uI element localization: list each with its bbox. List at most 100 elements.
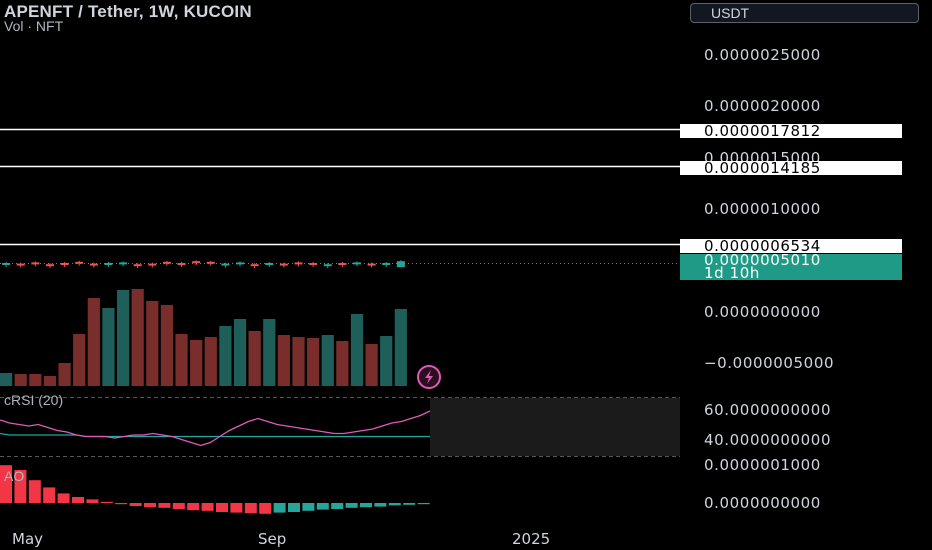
ao-bar: [244, 503, 257, 514]
volume-bar: [131, 289, 144, 386]
volume-bar: [233, 319, 247, 386]
candle-body: [250, 264, 259, 267]
candle-body: [2, 263, 11, 265]
candle-body: [192, 261, 201, 264]
crsi-band-line: [0, 432, 430, 438]
candle-body: [352, 262, 361, 265]
ao-bar: [57, 493, 70, 503]
time-tick-label: 2025: [512, 530, 551, 548]
level-price-tag[interactable]: 0.0000017812: [680, 124, 902, 139]
ao-bar: [360, 503, 372, 508]
ao-tick-label: 0.0000001000: [704, 456, 821, 474]
volume-bar: [87, 298, 100, 386]
volume-bar: [380, 336, 393, 386]
volume-bar: [116, 290, 130, 386]
ao-bar: [14, 470, 27, 503]
candle-body: [133, 264, 142, 267]
price-tick-label: 0.0000020000: [704, 97, 821, 115]
time-tick-label: Sep: [258, 530, 287, 548]
volume-bar: [29, 374, 42, 386]
volume-bar: [394, 309, 407, 386]
currency-selector[interactable]: USDT: [690, 3, 919, 23]
ao-bar: [115, 503, 128, 505]
volume-bar: [14, 374, 27, 386]
crsi-line: [0, 410, 431, 447]
volume-bar: [321, 335, 334, 386]
candle-body: [382, 263, 391, 265]
time-tick-label: May: [12, 530, 44, 548]
volume-bar: [263, 319, 276, 386]
ao-bar: [172, 503, 185, 509]
candle-body: [60, 263, 69, 265]
lightning-bolt-icon: [425, 370, 433, 384]
candle-body: [367, 263, 376, 266]
ao-bar: [129, 503, 142, 506]
ao-bar: [201, 503, 214, 511]
volume-bar: [0, 373, 13, 386]
ao-bar: [86, 499, 99, 503]
ao-bar: [273, 503, 286, 513]
ao-bar: [302, 503, 315, 511]
candle-body: [396, 261, 405, 268]
chart-title: APENFT / Tether, 1W, KUCOIN: [4, 2, 252, 21]
ao-bar: [374, 503, 387, 507]
candle-body: [294, 262, 303, 265]
ao-bar: [43, 487, 56, 503]
candle-body: [104, 263, 113, 265]
candle-body: [75, 261, 84, 264]
current-price-tag[interactable]: 0.0000005010 1d 10h: [680, 251, 902, 282]
volume-bar: [307, 338, 320, 386]
volume-bar: [277, 335, 290, 386]
candle-body: [279, 263, 288, 266]
volume-bar: [190, 340, 203, 386]
ao-bar: [144, 503, 156, 508]
volume-bar: [160, 305, 174, 386]
ao-bar: [230, 503, 243, 513]
ao-bar: [158, 503, 171, 508]
ao-bar: [331, 503, 344, 509]
volume-bar: [292, 337, 305, 386]
ao-bar: [28, 480, 41, 503]
ao-legend: AO: [4, 468, 25, 484]
ao-bar: [345, 503, 358, 508]
candle-body: [236, 262, 245, 265]
candle-body: [119, 262, 128, 265]
current-price-value: 0.0000005010: [704, 251, 821, 269]
volume-bar: [102, 308, 115, 386]
ao-bar: [72, 497, 84, 503]
volume-bar: [58, 363, 71, 386]
candle-body: [221, 263, 230, 266]
ao-bar: [259, 503, 272, 514]
volume-bar: [248, 331, 261, 386]
volume-bar: [219, 326, 232, 386]
crsi-tick-label: 60.0000000000: [704, 401, 832, 419]
crsi-legend: cRSI (20): [4, 392, 64, 408]
candle-body: [31, 262, 40, 265]
ao-bar: [0, 465, 12, 503]
volume-legend: Vol · NFT: [4, 18, 64, 34]
ao-bar: [216, 503, 228, 512]
volume-bar: [146, 301, 159, 386]
volume-bar: [365, 344, 378, 386]
ao-tick-label: 0.0000000000: [704, 494, 821, 512]
ao-bar: [388, 503, 401, 506]
volume-bar: [204, 337, 217, 386]
candle-body: [177, 263, 186, 265]
level-price-tag[interactable]: 0.0000006534: [680, 239, 902, 254]
volume-bar: [175, 334, 188, 386]
volume-bar: [43, 376, 57, 386]
ao-bar: [187, 503, 200, 511]
bar-countdown: 1d 10h: [704, 264, 761, 282]
candle-body: [323, 264, 332, 267]
level-price-tag[interactable]: 0.0000014185: [680, 161, 902, 176]
crsi-future-shade: [430, 398, 680, 456]
candle-body: [265, 263, 274, 265]
ao-bar: [100, 501, 113, 503]
crsi-tick-label: 40.0000000000: [704, 431, 832, 449]
candle-body: [162, 261, 171, 264]
candle-body: [338, 263, 347, 265]
ao-bar: [288, 503, 300, 512]
candle-body: [89, 263, 98, 266]
ao-bar: [316, 503, 329, 510]
